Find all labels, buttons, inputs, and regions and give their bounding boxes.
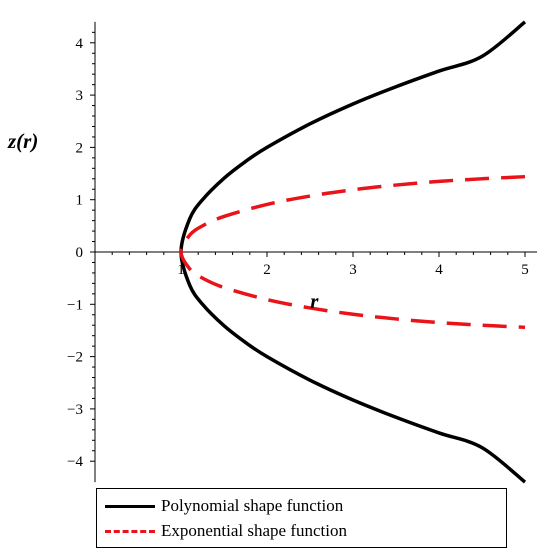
y-tick-label: −4 bbox=[67, 454, 83, 470]
y-tick-label: −2 bbox=[67, 350, 83, 366]
legend-swatch-dashed bbox=[105, 530, 155, 533]
y-tick-label: 1 bbox=[76, 193, 84, 209]
y-tick-label: 3 bbox=[76, 88, 84, 104]
legend-swatch-solid bbox=[105, 505, 155, 508]
y-tick-label: −3 bbox=[67, 402, 83, 418]
y-tick-label: 2 bbox=[76, 140, 84, 156]
y-tick-label: −1 bbox=[67, 297, 83, 313]
legend: Polynomial shape function Exponential sh… bbox=[96, 488, 507, 548]
x-tick-label: 3 bbox=[349, 262, 357, 278]
x-axis-label: r bbox=[310, 289, 319, 313]
legend-item-exponential: Exponential shape function bbox=[97, 519, 506, 543]
x-tick-label: 5 bbox=[521, 262, 529, 278]
curves bbox=[179, 20, 527, 484]
y-tick-label: 0 bbox=[76, 245, 84, 261]
y-axis-label: z(r) bbox=[7, 129, 38, 153]
legend-label: Polynomial shape function bbox=[161, 496, 344, 515]
exponential-curve bbox=[179, 174, 526, 330]
legend-label: Exponential shape function bbox=[161, 521, 348, 540]
axes bbox=[90, 21, 537, 483]
x-tick-label: 2 bbox=[263, 262, 271, 278]
x-tick-label: 4 bbox=[435, 262, 443, 278]
legend-item-polynomial: Polynomial shape function bbox=[97, 494, 506, 518]
y-tick-label: 4 bbox=[76, 36, 84, 52]
tick-labels: 1 2 3 4 5 −4 −3 −2 −1 0 1 2 3 4 bbox=[67, 36, 529, 470]
x-tick-label: 1 bbox=[177, 262, 185, 278]
